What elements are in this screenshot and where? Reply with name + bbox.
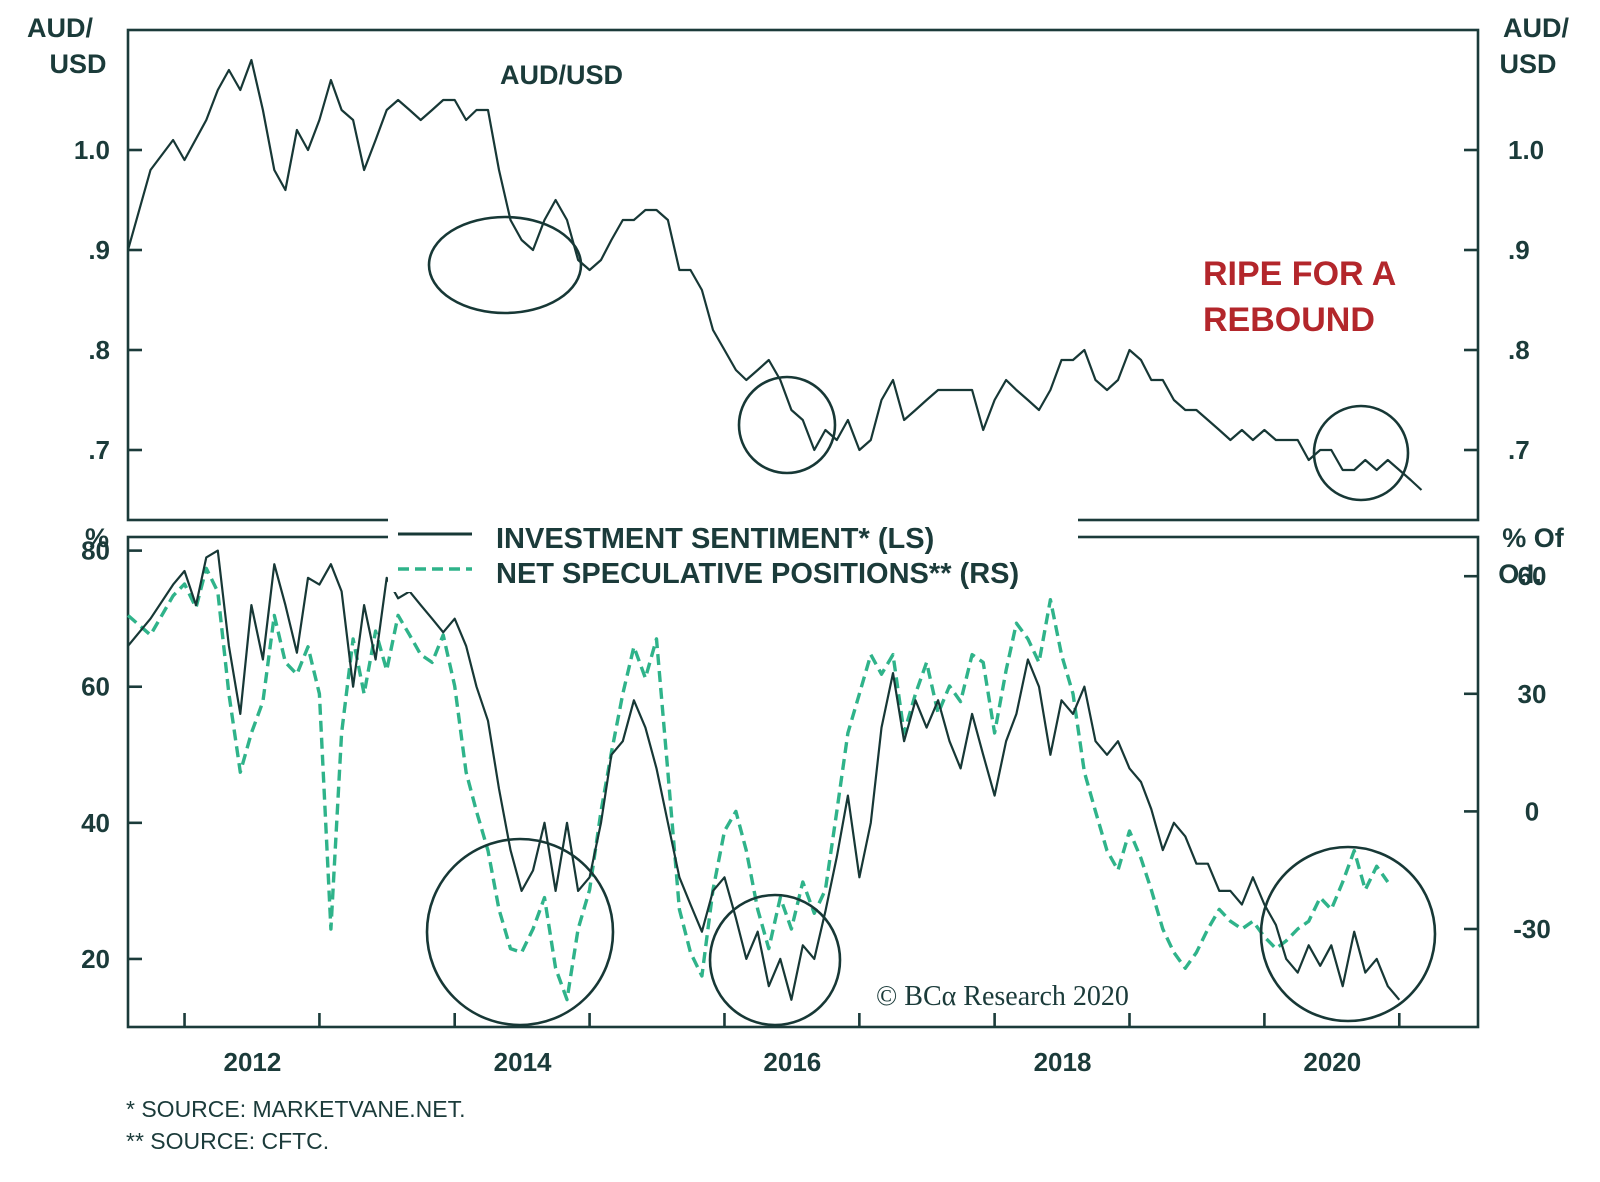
bottom-ytick-label-right-3: -30 bbox=[1513, 914, 1551, 944]
legend: INVESTMENT SENTIMENT* (LS) NET SPECULATI… bbox=[388, 518, 1078, 592]
top-ytick-label-left-1: .9 bbox=[88, 235, 110, 265]
bottom-ytick-label-right-0: 60 bbox=[1518, 561, 1547, 591]
legend-suffix-speculative: ** (RS) bbox=[929, 558, 1019, 590]
bottom-ytick-label-left-3: 20 bbox=[81, 944, 110, 974]
top-series bbox=[126, 58, 1423, 491]
top-left-unit-line2: USD bbox=[49, 49, 106, 79]
copyright-label: © BCα Research 2020 bbox=[876, 981, 1129, 1012]
bottom-right-unit-line2: O.I. bbox=[1498, 559, 1542, 589]
top-y-ticks: 1.0 1.0 .9 .9 .8 .8 .7 .7 bbox=[74, 135, 1544, 465]
bottom-annotation-circles bbox=[425, 837, 1437, 1027]
x-tick-label-2014: 2014 bbox=[494, 1047, 552, 1077]
top-panel: AUD/ USD AUD/ USD AUD/USD RIPE FOR A REB… bbox=[27, 13, 1569, 522]
top-ytick-label-right-0: 1.0 bbox=[1508, 135, 1544, 165]
top-right-unit-line1: AUD/ bbox=[1503, 13, 1569, 43]
legend-background bbox=[388, 518, 1078, 592]
legend-name-speculative: NET SPECULATIVE POSITIONS bbox=[496, 558, 929, 590]
x-tick-label-2016: 2016 bbox=[763, 1047, 821, 1077]
legend-label-investment-sentiment: INVESTMENT SENTIMENT* (LS) bbox=[496, 523, 934, 555]
top-right-unit-line2: USD bbox=[1499, 49, 1556, 79]
top-ytick-label-left-3: .7 bbox=[88, 435, 110, 465]
annotation-circle-bottom-1 bbox=[425, 837, 615, 1027]
legend-label-net-speculative: NET SPECULATIVE POSITIONS** (RS) bbox=[496, 558, 1019, 590]
bottom-ytick-label-left-1: 60 bbox=[81, 672, 110, 702]
callout-line1: RIPE FOR A bbox=[1203, 255, 1396, 293]
bottom-ytick-label-left-2: 40 bbox=[81, 808, 110, 838]
annotation-circle-top-3 bbox=[1312, 404, 1410, 502]
bottom-ytick-label-right-1: 30 bbox=[1518, 679, 1547, 709]
bottom-ytick-label-right-2: 0 bbox=[1525, 796, 1539, 826]
top-left-unit-line1: AUD/ bbox=[27, 13, 93, 43]
annotation-circle-bottom-3 bbox=[1259, 845, 1437, 1023]
x-tick-label-2018: 2018 bbox=[1034, 1047, 1092, 1077]
legend-name-sentiment: INVESTMENT SENTIMENT bbox=[496, 523, 859, 555]
annotation-circle-bottom-2 bbox=[708, 893, 842, 1027]
x-tick-label-2012: 2012 bbox=[224, 1047, 282, 1077]
x-tick-label-2020: 2020 bbox=[1303, 1047, 1361, 1077]
top-annotation-circles bbox=[427, 215, 1410, 502]
top-ytick-label-right-2: .8 bbox=[1508, 335, 1530, 365]
callout-line2: REBOUND bbox=[1203, 301, 1375, 339]
top-ytick-label-right-3: .7 bbox=[1508, 435, 1530, 465]
top-ytick-label-left-0: 1.0 bbox=[74, 135, 110, 165]
footnote-1: * SOURCE: MARKETVANE.NET. bbox=[126, 1096, 466, 1122]
annotation-circle-top-2 bbox=[737, 375, 837, 475]
x-axis-ticks: 2012 2014 2016 2018 2020 bbox=[183, 1013, 1401, 1077]
annotation-circle-top-1 bbox=[427, 215, 583, 315]
top-ytick-label-right-1: .9 bbox=[1508, 235, 1530, 265]
investment-sentiment-line bbox=[127, 549, 1401, 1001]
bottom-left-unit: % bbox=[85, 523, 109, 553]
bottom-panel-frame bbox=[126, 535, 1480, 1029]
bottom-series bbox=[126, 549, 1401, 1002]
top-series-line-0 bbox=[126, 58, 1423, 491]
top-chart-title: AUD/USD bbox=[500, 60, 623, 90]
legend-suffix-sentiment: * (LS) bbox=[859, 523, 935, 555]
top-ytick-label-left-2: .8 bbox=[88, 335, 110, 365]
bottom-right-unit-line1: % Of bbox=[1502, 523, 1565, 553]
footnote-2: ** SOURCE: CFTC. bbox=[126, 1128, 329, 1154]
bottom-ytick-label-left-0: 80 bbox=[81, 536, 110, 566]
bottom-y-ticks: 80 60 40 20 60 30 0 -30 bbox=[81, 536, 1551, 974]
